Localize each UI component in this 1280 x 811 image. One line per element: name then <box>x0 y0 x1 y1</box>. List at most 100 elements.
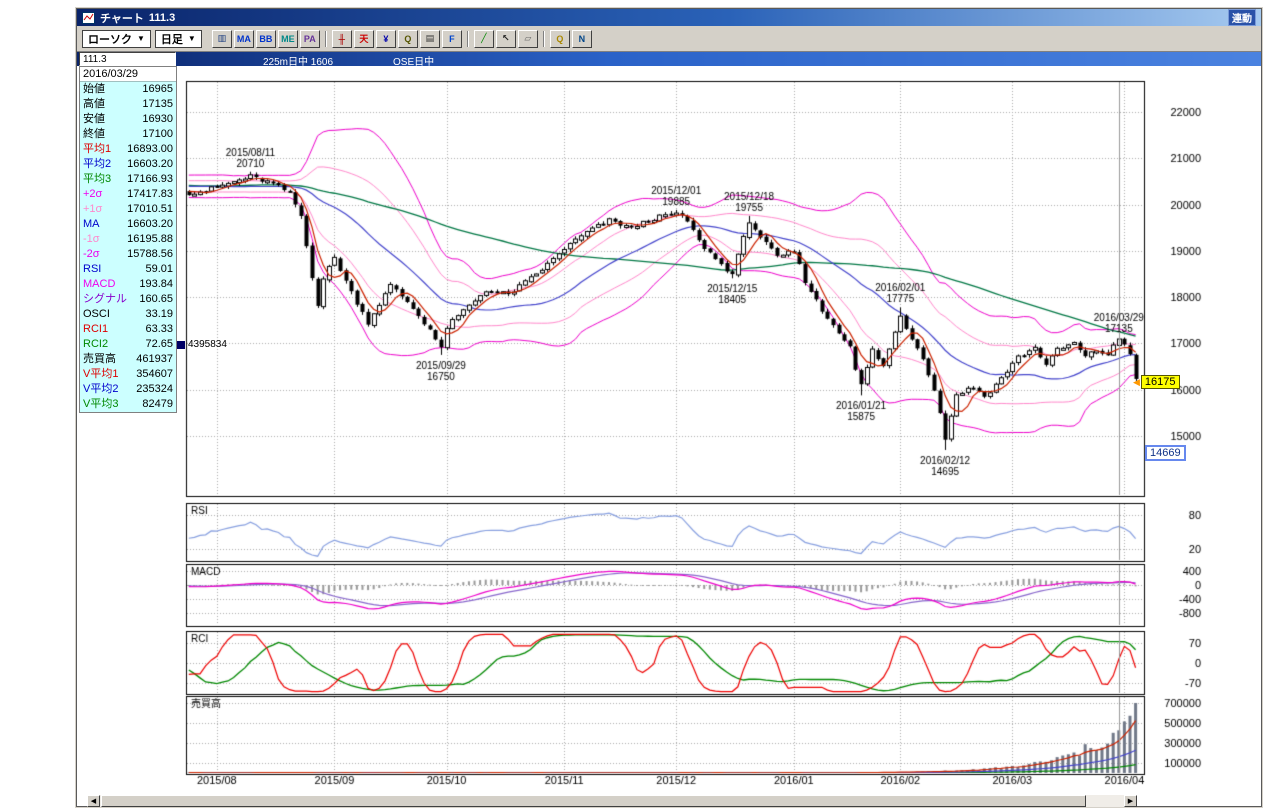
toolbar-separator <box>466 30 469 47</box>
info-row-16: RCI1 63.33 <box>80 322 176 337</box>
title-bar[interactable]: チャート 111.3 連動 <box>77 9 1261 26</box>
info-label: 終値 <box>83 128 105 140</box>
price-arrow-icon: ◀ <box>1133 376 1140 387</box>
info-row-0: 始値 16965 <box>80 82 176 97</box>
window-title-value: 111.3 <box>148 11 176 24</box>
scrollbar-thumb[interactable] <box>101 795 1086 807</box>
toolbar-separator <box>324 30 327 47</box>
marker-square-icon <box>177 340 185 349</box>
info-label: OSCI <box>83 308 110 320</box>
info-value: 17417.83 <box>127 188 173 200</box>
flag-icon[interactable]: F <box>441 29 462 48</box>
info-label: RCI1 <box>83 323 109 335</box>
session-label: OSE日中 <box>393 57 435 68</box>
period-dropdown[interactable]: 日足 ▼ <box>154 29 202 48</box>
info-value: 160.65 <box>139 293 173 305</box>
price-yen-icon[interactable]: ¥ <box>375 29 396 48</box>
quote-info-panel: 2016/03/29 始値 16965 高値 17135 安値 16930 終値 17100 平… <box>79 66 177 413</box>
symbol-bar: 225m日中 1606 OSE日中 <box>77 52 1261 68</box>
info-row-5: 平均2 16603.20 <box>80 157 176 172</box>
zoom-search-icon[interactable]: Q <box>397 29 418 48</box>
info-row-19: V平均1 354607 <box>80 367 176 382</box>
info-value: 16603.20 <box>127 158 173 170</box>
info-value: 82479 <box>142 398 173 410</box>
eraser-icon[interactable]: ▱ <box>517 29 538 48</box>
chart-type-dropdown[interactable]: ローソク ▼ <box>82 29 151 48</box>
info-row-15: OSCI 33.19 <box>80 307 176 322</box>
info-row-20: V平均2 235324 <box>80 382 176 397</box>
quote-rows: 始値 16965 高値 17135 安値 16930 終値 17100 平均1 16893.00 平… <box>80 82 176 412</box>
info-value: 17100 <box>142 128 173 140</box>
info-value: 17166.93 <box>127 173 173 185</box>
window-chart-icon[interactable]: ▥ <box>211 29 232 48</box>
info-label: V平均2 <box>83 383 119 395</box>
tenkei-chart-icon[interactable]: 天 <box>353 29 374 48</box>
info-label: +2σ <box>83 188 103 200</box>
info-label: MA <box>83 218 100 230</box>
info-row-6: 平均3 17166.93 <box>80 172 176 187</box>
info-row-10: -1σ 16195.88 <box>80 232 176 247</box>
window-title: チャート <box>100 12 144 25</box>
zoom-plus-icon[interactable]: Q <box>549 29 570 48</box>
info-value: 16603.20 <box>127 218 173 230</box>
info-value: 193.84 <box>139 278 173 290</box>
info-row-3: 終値 17100 <box>80 127 176 142</box>
info-value: 59.01 <box>145 263 173 275</box>
info-row-9: MA 16603.20 <box>80 217 176 232</box>
info-value: 15788.56 <box>127 248 173 260</box>
info-row-8: +1σ 17010.51 <box>80 202 176 217</box>
info-label: +1σ <box>83 203 103 215</box>
chevron-down-icon: ▼ <box>187 34 196 43</box>
toolbar: ローソク ▼ 日足 ▼ ▥ MA BB ME PA ╫ 天 ¥ Q ▤ F ╱ ↖ ▱ Q N <box>77 26 1261 52</box>
info-row-11: -2σ 15788.56 <box>80 247 176 262</box>
chart-window: チャート 111.3 連動 ローソク ▼ 日足 ▼ ▥ MA BB ME PA ╫ 天 ¥ Q ▤… <box>75 7 1263 808</box>
info-value: 354607 <box>136 368 173 380</box>
pencil-icon[interactable]: ╱ <box>473 29 494 48</box>
symbol-code-input[interactable] <box>79 52 176 66</box>
info-row-2: 安値 16930 <box>80 112 176 127</box>
info-label: 高値 <box>83 98 105 110</box>
info-row-14: シグナル 160.65 <box>80 292 176 307</box>
info-label: 安値 <box>83 113 105 125</box>
quote-date: 2016/03/29 <box>80 67 176 82</box>
info-row-7: +2σ 17417.83 <box>80 187 176 202</box>
current-price-value: 16175 <box>1140 375 1180 389</box>
info-label: V平均1 <box>83 368 119 380</box>
app-icon <box>82 11 95 24</box>
ma-indicator-button[interactable]: MA <box>233 29 254 48</box>
info-label: -1σ <box>83 233 100 245</box>
info-value: 461937 <box>136 353 173 365</box>
toolbar-separator <box>542 30 545 47</box>
toolbar-icon-group: ▥ MA BB ME PA ╫ 天 ¥ Q ▤ F ╱ ↖ ▱ Q N <box>211 29 592 48</box>
left-volume-value: 4395834 <box>188 339 227 350</box>
link-button[interactable]: 連動 <box>1228 9 1256 26</box>
current-price-tag: ◀ 16175 <box>1133 375 1180 389</box>
info-row-1: 高値 17135 <box>80 97 176 112</box>
info-row-21: V平均3 82479 <box>80 397 176 412</box>
info-value: 17135 <box>142 98 173 110</box>
info-label: V平均3 <box>83 398 119 410</box>
info-row-13: MACD 193.84 <box>80 277 176 292</box>
board-icon[interactable]: ▤ <box>419 29 440 48</box>
info-label: 平均2 <box>83 158 112 170</box>
period-label: 日足 <box>160 33 183 46</box>
info-label: 平均1 <box>83 143 112 155</box>
info-value: 72.65 <box>145 338 173 350</box>
cursor-icon[interactable]: ↖ <box>495 29 516 48</box>
me-indicator-button[interactable]: ME <box>277 29 298 48</box>
scrollbar-track[interactable] <box>100 795 1124 807</box>
bb-indicator-button[interactable]: BB <box>255 29 276 48</box>
scroll-left-button[interactable]: ◀ <box>87 795 100 807</box>
scroll-right-button[interactable]: ▶ <box>1124 795 1137 807</box>
pa-indicator-button[interactable]: PA <box>299 29 320 48</box>
candlestick-type-icon[interactable]: ╫ <box>331 29 352 48</box>
horizontal-scrollbar[interactable]: ◀ ▶ <box>87 795 1137 807</box>
price-chart-canvas[interactable] <box>179 66 1239 792</box>
info-value: 16893.00 <box>127 143 173 155</box>
info-label: シグナル <box>83 293 127 305</box>
instrument-label: 225m日中 1606 <box>263 57 334 68</box>
info-label: 始値 <box>83 83 105 95</box>
trendline-icon[interactable]: N <box>571 29 592 48</box>
chart-type-label: ローソク <box>88 33 132 46</box>
info-label: 売買高 <box>83 353 116 365</box>
